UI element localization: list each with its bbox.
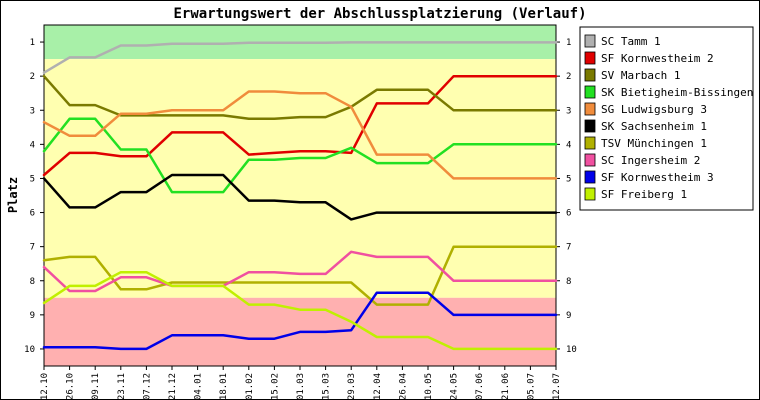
legend-swatch-5 xyxy=(584,102,596,116)
legend-label-4: SK Bietigheim-Bissingen 1 xyxy=(601,86,760,99)
y-tick-label-right: 7 xyxy=(566,243,571,253)
legend-swatch-8 xyxy=(584,153,596,167)
x-tick-label: 26.10 xyxy=(66,373,76,400)
y-tick-label-left: 4 xyxy=(30,140,35,150)
x-tick-label: 18.01 xyxy=(219,373,229,400)
x-tick-label: 29.03 xyxy=(347,373,357,400)
x-tick-label: 21.06 xyxy=(501,373,511,400)
x-tick-label: 26.04 xyxy=(398,373,408,400)
y-tick-label-right: 3 xyxy=(566,106,571,116)
legend-swatch-2 xyxy=(584,51,596,65)
x-tick-label: 12.07 xyxy=(552,373,562,400)
legend-swatch-3 xyxy=(584,68,596,82)
x-tick-label: 04.01 xyxy=(194,373,204,400)
y-tick-label-left: 9 xyxy=(30,311,35,321)
y-tick-label-left: 7 xyxy=(30,243,35,253)
y-tick-label-right: 5 xyxy=(566,174,571,184)
series-lines xyxy=(42,41,558,351)
series-line-4 xyxy=(42,117,558,194)
legend-swatch-6 xyxy=(584,119,596,133)
legend-label-3: SV Marbach 1 xyxy=(601,69,680,82)
y-tick-label-right: 10 xyxy=(566,345,577,355)
legend-label-10: SF Freiberg 1 xyxy=(601,188,687,201)
series-line-2 xyxy=(42,74,558,177)
x-tick-label: 05.07 xyxy=(526,373,536,400)
x-tick-label: 15.02 xyxy=(270,373,280,400)
legend-swatch-10 xyxy=(584,187,596,201)
y-tick-label-right: 6 xyxy=(566,209,571,219)
y-axis-label: Platz xyxy=(6,177,20,213)
y-tick-label-right: 1 xyxy=(566,38,571,48)
y-tick-label-left: 5 xyxy=(30,174,35,184)
series-line-5 xyxy=(42,90,558,180)
x-tick-label: 01.02 xyxy=(245,373,255,400)
y-tick-label-left: 3 xyxy=(30,106,35,116)
x-tick-label: 09.11 xyxy=(91,373,101,400)
y-tick-label-left: 10 xyxy=(24,345,35,355)
y-tick-label-right: 2 xyxy=(566,72,571,82)
x-tick-label: 15.03 xyxy=(322,373,332,400)
legend-swatch-1 xyxy=(584,34,596,48)
x-tick-label: 21.12 xyxy=(168,373,178,400)
y-tick-label-right: 4 xyxy=(566,140,571,150)
legend-swatch-9 xyxy=(584,170,596,184)
series-line-8 xyxy=(42,250,558,293)
legend: SC Tamm 1 SF Kornwestheim 2 SV Marbach 1 SK… xyxy=(579,26,760,211)
legend-label-9: SF Kornwestheim 3 xyxy=(601,171,714,184)
legend-label-6: SK Sachsenheim 1 xyxy=(601,120,707,133)
x-tick-label: 01.03 xyxy=(296,373,306,400)
series-line-9 xyxy=(42,291,558,351)
legend-box xyxy=(579,26,754,211)
y-tick-label-right: 8 xyxy=(566,277,571,287)
legend-label-1: SC Tamm 1 xyxy=(601,35,661,48)
legend-swatch-4 xyxy=(584,85,596,99)
x-tick-label: 23.11 xyxy=(117,373,127,400)
x-tick-label: 12.10 xyxy=(40,373,50,400)
x-tick-label: 07.06 xyxy=(475,373,485,400)
legend-swatch-7 xyxy=(584,136,596,150)
y-tick-label-left: 8 xyxy=(30,277,35,287)
legend-label-8: SC Ingersheim 2 xyxy=(601,154,700,167)
legend-label-5: SG Ludwigsburg 3 xyxy=(601,103,707,116)
series-line-6 xyxy=(42,173,558,221)
chart-title: Erwartungswert der Abschlussplatzierung … xyxy=(173,6,586,22)
series-line-3 xyxy=(42,74,558,121)
y-tick-label-left: 2 xyxy=(30,72,35,82)
axes: 1 1 2 2 3 3 4 4 5 5 6 6 7 7 8 8 9 9 10 10 12.10 26.10 09.11 23.… xyxy=(24,24,577,400)
series-line-7 xyxy=(42,245,558,306)
y-tick-label-left: 1 xyxy=(30,38,35,48)
y-tick-label-left: 6 xyxy=(30,209,35,219)
series-line-10 xyxy=(42,270,558,351)
y-tick-label-right: 9 xyxy=(566,311,571,321)
x-tick-label: 12.04 xyxy=(373,373,383,400)
legend-label-2: SF Kornwestheim 2 xyxy=(601,52,714,65)
x-tick-label: 24.05 xyxy=(450,373,460,400)
x-tick-label: 07.12 xyxy=(142,373,152,400)
series-line-1 xyxy=(42,41,558,74)
legend-label-7: TSV Münchingen 1 xyxy=(601,137,707,150)
x-tick-label: 10.05 xyxy=(424,373,434,400)
